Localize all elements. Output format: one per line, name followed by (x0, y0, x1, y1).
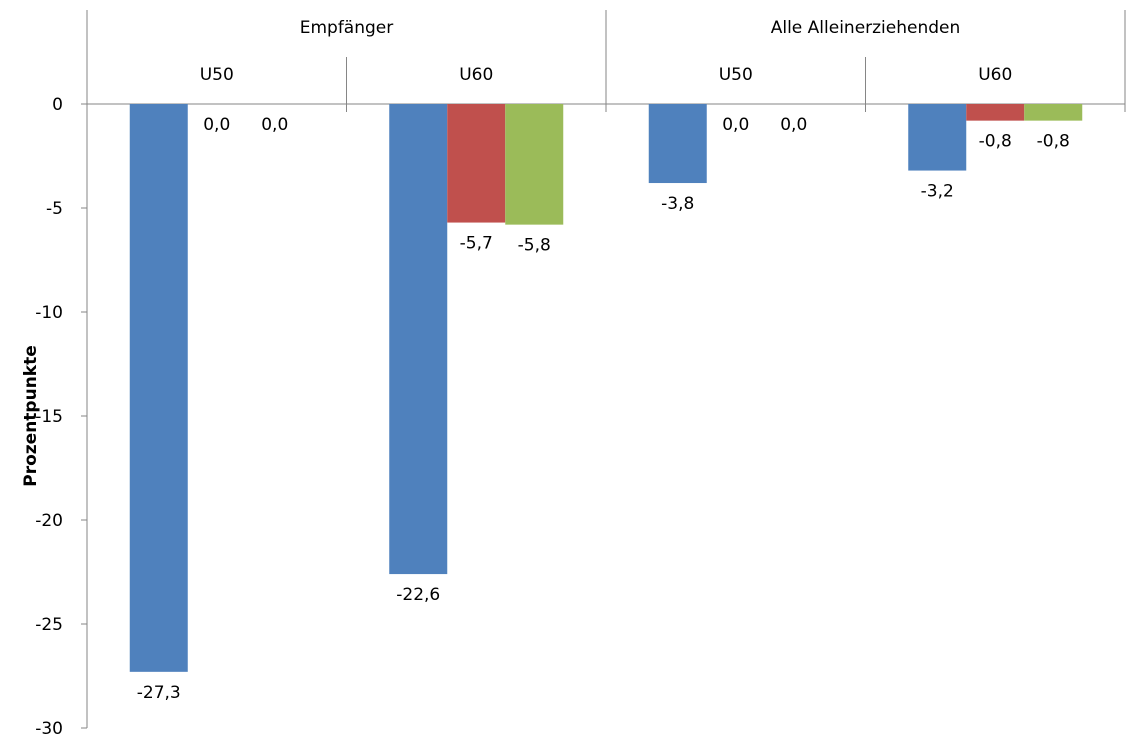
bar (447, 104, 506, 223)
data-label: -0,8 (979, 132, 1012, 152)
y-axis-title: Prozentpunkte (21, 345, 41, 487)
data-label: -3,8 (661, 194, 694, 214)
y-tick-label: -30 (35, 719, 63, 736)
bar (505, 104, 564, 225)
data-label: -22,6 (396, 585, 440, 605)
data-label: 0,0 (261, 115, 288, 135)
y-tick-label: -25 (35, 615, 63, 635)
bars (129, 104, 1083, 672)
data-label: -3,2 (921, 182, 954, 202)
data-labels: -27,3 0,0 0,0 -22,6 -5,7 -5,8 -3,8 0,0 0,0 -3,2 -0… (137, 115, 1070, 703)
axes: 0 -5 -10 -15 -20 -25 -30 Empfänger Alle Alleiner… (35, 10, 1126, 739)
bar (966, 104, 1025, 121)
y-tick-label: -10 (35, 303, 63, 323)
category-group-label: Empfänger (300, 18, 394, 38)
data-label: -5,7 (460, 234, 493, 254)
data-label: 0,0 (722, 115, 749, 135)
bar (129, 104, 188, 672)
bar (389, 104, 448, 575)
y-tick-label: 0 (52, 95, 63, 115)
y-tick-label: -15 (35, 407, 63, 427)
bar (648, 104, 707, 184)
category-sub-label: U60 (978, 65, 1012, 85)
category-sub-label: U50 (719, 65, 753, 85)
y-tick-label: -20 (35, 511, 63, 531)
y-tick-label: -5 (46, 199, 63, 219)
data-label: 0,0 (780, 115, 807, 135)
data-label: -0,8 (1037, 132, 1070, 152)
category-sub-label: U50 (200, 65, 234, 85)
data-label: 0,0 (203, 115, 230, 135)
data-label: -27,3 (137, 683, 181, 703)
category-group-label: Alle Alleinerziehenden (771, 18, 961, 38)
data-label: -5,8 (518, 236, 551, 256)
category-sub-label: U60 (459, 65, 493, 85)
bar (1024, 104, 1083, 121)
bar (908, 104, 967, 171)
